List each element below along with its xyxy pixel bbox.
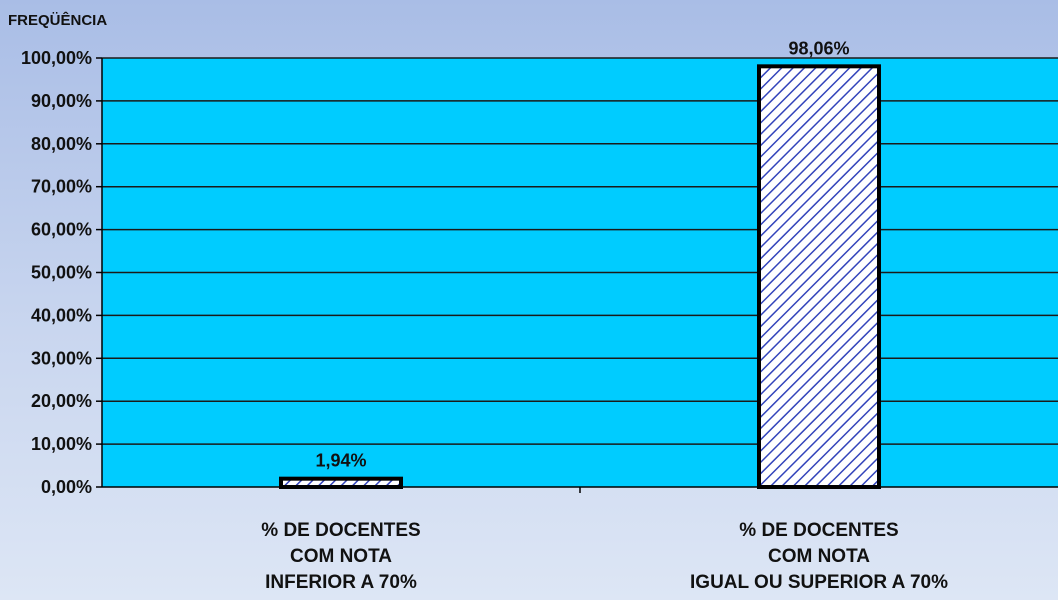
- category-label: % DE DOCENTES COM NOTA IGUAL OU SUPERIOR A…: [690, 520, 948, 593]
- category-label-line: % DE DOCENTES: [739, 520, 898, 541]
- category-label: % DE DOCENTES COM NOTA INFERIOR A 70%: [261, 520, 420, 593]
- y-tick-label: 100,00%: [21, 48, 92, 68]
- y-axis-label: FREQÜÊNCIA: [8, 11, 107, 29]
- data-label: 98,06%: [788, 38, 849, 58]
- y-tick-label: 40,00%: [31, 305, 92, 325]
- category-label-line: COM NOTA: [768, 546, 870, 567]
- bar: [757, 64, 881, 489]
- category-label-line: COM NOTA: [290, 546, 392, 567]
- plot-area: 0,00% 10,00% 20,00% 30,00% 40,00% 50,00% 60,00…: [21, 38, 1058, 593]
- y-tick-label: 80,00%: [31, 134, 92, 154]
- category-label-line: % DE DOCENTES: [261, 520, 420, 541]
- data-label: 1,94%: [315, 451, 366, 471]
- category-label-line: INFERIOR A 70%: [265, 572, 417, 593]
- y-tick-label: 10,00%: [31, 434, 92, 454]
- bar: [279, 476, 403, 489]
- y-tick-label: 0,00%: [41, 477, 92, 497]
- y-tick-label: 20,00%: [31, 391, 92, 411]
- y-tick-label: 60,00%: [31, 220, 92, 240]
- y-tick-label: 90,00%: [31, 91, 92, 111]
- y-tick-label: 50,00%: [31, 263, 92, 283]
- y-tick-label: 30,00%: [31, 348, 92, 368]
- category-label-line: IGUAL OU SUPERIOR A 70%: [690, 572, 948, 593]
- y-tick-label: 70,00%: [31, 177, 92, 197]
